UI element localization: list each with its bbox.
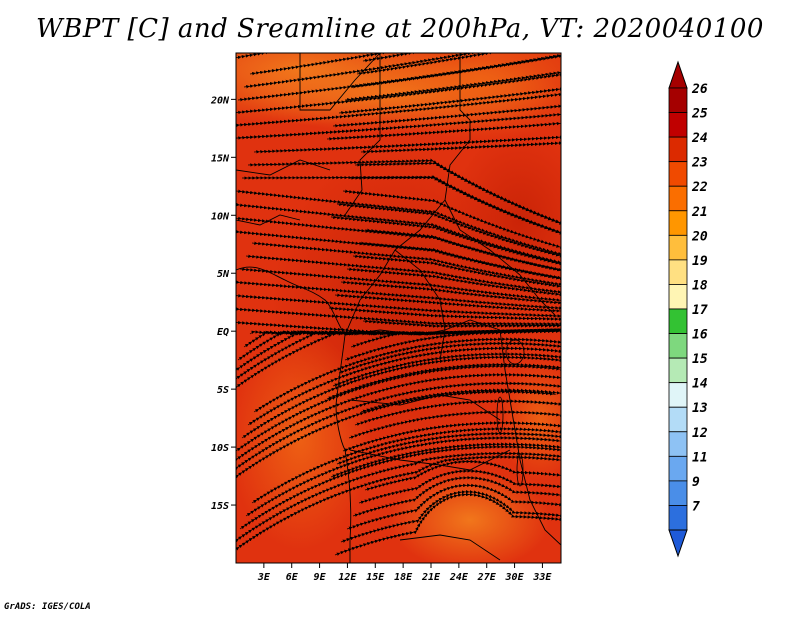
colorbar-label: 11 [692,450,708,465]
colorbar-swatch [668,136,688,163]
streamline [236,455,561,556]
colorbar-swatch [668,505,688,531]
colorbar-swatch [668,112,688,138]
colorbar-swatch [668,308,688,334]
colorbar-label: 16 [692,328,708,343]
colorbar-label: 19 [692,254,708,269]
colorbar-swatch [668,259,688,285]
lon-tick-label: 24E [449,572,469,583]
colorbar-swatch [668,234,688,261]
colorbar-swatch [668,161,688,187]
colorbar-swatch [668,87,688,113]
lon-tick-label: 9E [314,572,327,583]
colorbar: 26 25 24 23 22 21 20 19 18 17 16 15 14 13 12 11 9 7 [668,60,708,558]
lat-tick-label: 10N [211,211,230,222]
colorbar-label: 25 [691,107,708,122]
colorbar-bottom-arrow [668,529,688,558]
lon-tick-label: 30E [505,572,525,583]
colorbar-label: 12 [692,426,708,441]
colorbar-label: 22 [691,180,708,195]
colorbar-swatch [668,185,688,212]
colorbar-label: 7 [692,499,700,514]
lon-tick-label: 6E [286,572,299,583]
lon-tick-label: 33E [532,572,552,583]
streamline [328,306,561,322]
colorbar-swatch [668,357,688,384]
colorbar-label: 23 [691,156,708,171]
lon-tick-label: 27E [477,572,497,583]
map-frame [235,52,562,564]
colorbar-label: 15 [692,352,708,367]
chart-title: WBPT [C] and Sreamline at 200hPa, VT: 20… [36,14,764,44]
colorbar-label: 9 [692,475,700,490]
lon-tick-label: 3E [257,572,271,583]
colorbar-label: 18 [692,278,708,293]
lat-tick-label: EQ [217,327,229,338]
colorbar-swatch [668,431,688,457]
colorbar-swatch [668,455,688,482]
streamline [334,492,561,556]
credit-text: GrADS: IGES/COLA [4,602,91,612]
lat-tick-label: 15S [211,501,229,512]
colorbar-label: 14 [692,377,708,392]
colorbar-label: 20 [691,229,708,244]
longitude-axis: 3E 6E 9E 12E 15E 18E 21E 24E 27E 30E 33E [257,563,552,583]
colorbar-swatch [668,480,688,506]
streamline [360,141,561,154]
colorbar-label: 13 [692,401,708,416]
lon-tick-label: 15E [366,572,385,583]
streamline [362,319,561,328]
lon-tick-label: 18E [394,572,413,583]
colorbar-label: 24 [691,131,708,146]
lat-tick-label: 15N [211,153,230,164]
map-plot-area [236,53,561,563]
lon-tick-label: 21E [421,572,441,583]
streamlines [236,53,561,556]
colorbar-swatch [668,284,688,310]
lat-tick-label: 5S [217,385,229,396]
colorbar-label: 21 [691,205,708,220]
lat-tick-label: 5N [217,269,230,280]
lat-tick-label: 20N [210,95,230,106]
colorbar-label: 26 [691,82,708,97]
colorbar-swatch [668,210,688,236]
colorbar-swatch [668,382,688,408]
country-borders [236,53,561,563]
lakes [496,339,525,487]
lon-tick-label: 12E [338,572,357,583]
lat-tick-label: 10S [211,443,229,454]
colorbar-swatch [668,333,688,359]
colorbar-label: 17 [692,303,708,318]
colorbar-swatch [668,406,688,433]
latitude-axis: 20N 15N 10N 5N EQ 5S 10S 15S [210,95,236,512]
colorbar-top-arrow [668,60,688,89]
